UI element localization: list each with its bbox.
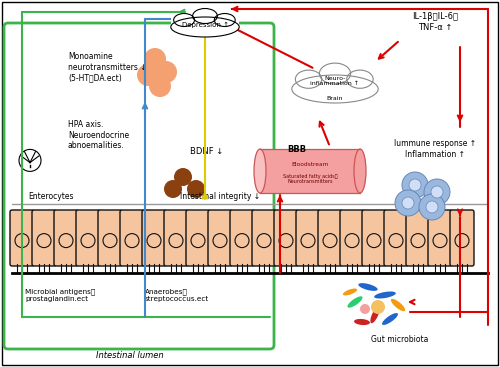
- Circle shape: [402, 172, 428, 198]
- FancyBboxPatch shape: [164, 210, 188, 266]
- Ellipse shape: [214, 14, 235, 26]
- FancyBboxPatch shape: [450, 210, 474, 266]
- Text: Brain: Brain: [327, 97, 343, 102]
- FancyBboxPatch shape: [230, 210, 254, 266]
- Bar: [171, 16, 239, 28]
- Circle shape: [164, 180, 182, 198]
- Ellipse shape: [192, 8, 218, 23]
- Ellipse shape: [343, 288, 357, 295]
- FancyBboxPatch shape: [318, 210, 342, 266]
- Ellipse shape: [391, 299, 405, 311]
- FancyBboxPatch shape: [296, 210, 320, 266]
- Ellipse shape: [348, 296, 362, 308]
- Ellipse shape: [320, 63, 350, 84]
- FancyBboxPatch shape: [406, 210, 430, 266]
- Ellipse shape: [171, 17, 239, 37]
- FancyBboxPatch shape: [384, 210, 408, 266]
- FancyBboxPatch shape: [54, 210, 78, 266]
- Circle shape: [149, 75, 171, 97]
- Ellipse shape: [296, 70, 322, 88]
- Text: Neuro-
inflammation ↑: Neuro- inflammation ↑: [310, 76, 360, 86]
- Bar: [292, 74, 378, 90]
- Ellipse shape: [347, 70, 373, 88]
- Ellipse shape: [254, 149, 266, 193]
- Text: HPA axis.
Neuroendocrine
abnoemalities.: HPA axis. Neuroendocrine abnoemalities.: [68, 120, 129, 150]
- Text: Depression ↑: Depression ↑: [182, 22, 228, 28]
- Ellipse shape: [374, 291, 396, 298]
- FancyBboxPatch shape: [142, 210, 166, 266]
- Circle shape: [187, 180, 205, 198]
- Circle shape: [155, 61, 177, 83]
- FancyBboxPatch shape: [120, 210, 144, 266]
- FancyBboxPatch shape: [340, 210, 364, 266]
- FancyBboxPatch shape: [208, 210, 232, 266]
- Ellipse shape: [174, 14, 195, 26]
- Text: Monoamine
neurotransmitters ↓
(5-HT、DA.ect): Monoamine neurotransmitters ↓ (5-HT、DA.e…: [68, 52, 146, 82]
- Text: Bloodstream: Bloodstream: [292, 161, 329, 167]
- Text: BDNF ↓: BDNF ↓: [190, 148, 223, 156]
- FancyBboxPatch shape: [274, 210, 298, 266]
- Ellipse shape: [354, 319, 370, 325]
- Text: Microbial antigens、
prostaglandin.ect: Microbial antigens、 prostaglandin.ect: [25, 288, 95, 302]
- Text: Intestinal integrity ↓: Intestinal integrity ↓: [180, 192, 260, 201]
- Text: Iummune response ↑
Inflammation ↑: Iummune response ↑ Inflammation ↑: [394, 139, 476, 159]
- Text: Gut microbiota: Gut microbiota: [372, 334, 428, 344]
- Circle shape: [431, 186, 443, 198]
- FancyBboxPatch shape: [10, 210, 34, 266]
- Text: Enterocytes: Enterocytes: [28, 192, 74, 201]
- Circle shape: [395, 190, 421, 216]
- FancyBboxPatch shape: [252, 210, 276, 266]
- FancyBboxPatch shape: [362, 210, 386, 266]
- Circle shape: [137, 64, 159, 86]
- Ellipse shape: [354, 149, 366, 193]
- Text: BBB: BBB: [287, 145, 306, 153]
- Text: Saturated fatty acids、
Neurotransmitters: Saturated fatty acids、 Neurotransmitters: [282, 174, 338, 184]
- Text: IL-1β、IL-6、
TNF-α ↑: IL-1β、IL-6、 TNF-α ↑: [412, 12, 458, 32]
- Circle shape: [426, 201, 438, 213]
- FancyBboxPatch shape: [32, 210, 56, 266]
- FancyBboxPatch shape: [186, 210, 210, 266]
- FancyBboxPatch shape: [98, 210, 122, 266]
- Text: Intestinal lumen: Intestinal lumen: [96, 350, 164, 360]
- Circle shape: [409, 179, 421, 191]
- Circle shape: [360, 304, 370, 314]
- Circle shape: [371, 300, 385, 314]
- Ellipse shape: [370, 307, 380, 323]
- Circle shape: [174, 168, 192, 186]
- Circle shape: [419, 194, 445, 220]
- FancyBboxPatch shape: [428, 210, 452, 266]
- Bar: [260, 149, 360, 193]
- Text: Anaerobes、
streptococcus.ect: Anaerobes、 streptococcus.ect: [145, 288, 209, 302]
- Ellipse shape: [382, 313, 398, 325]
- FancyBboxPatch shape: [76, 210, 100, 266]
- Circle shape: [424, 179, 450, 205]
- Circle shape: [144, 48, 166, 70]
- Circle shape: [402, 197, 414, 209]
- Ellipse shape: [358, 283, 378, 291]
- Ellipse shape: [292, 75, 378, 103]
